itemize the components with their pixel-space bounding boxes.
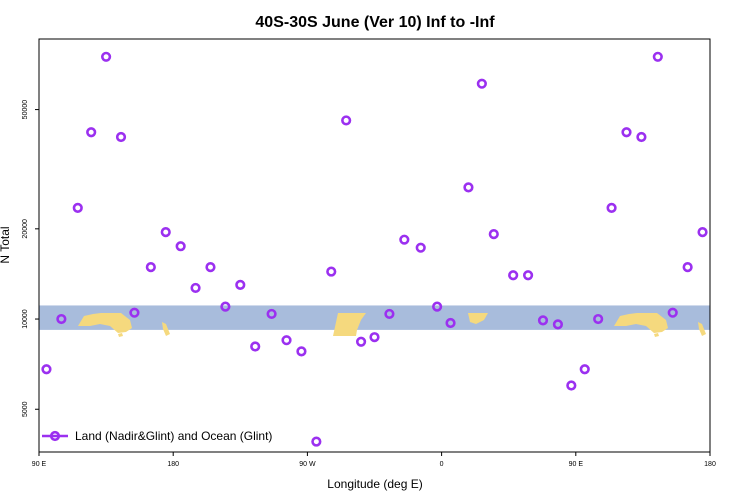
x-tick-label: 90 E <box>569 461 584 468</box>
data-point <box>566 380 577 391</box>
data-point <box>355 336 367 347</box>
y-tick-label: 10000 <box>22 309 29 329</box>
data-point <box>415 242 426 253</box>
plot-frame <box>38 38 711 453</box>
map-background-band <box>39 305 710 337</box>
data-point <box>56 313 67 325</box>
data-point <box>145 262 156 273</box>
data-point <box>160 227 171 238</box>
data-point <box>326 266 337 277</box>
data-point <box>682 262 693 273</box>
data-point <box>311 436 322 447</box>
x-tick-label: 180 <box>704 461 716 468</box>
new-zealand-land-repeat <box>698 322 706 336</box>
legend: Land (Nadir&Glint) and Ocean (Glint) <box>42 429 272 443</box>
data-point <box>129 307 140 318</box>
data-point <box>552 319 564 330</box>
x-tick-label: 180 <box>167 461 179 468</box>
data-point <box>606 202 617 213</box>
data-point <box>522 270 534 281</box>
x-tick-label: 90 E <box>32 461 47 468</box>
data-point <box>593 313 604 325</box>
tasmania-land <box>118 333 123 337</box>
data-points <box>41 51 708 447</box>
data-point <box>399 234 410 245</box>
x-axis-label: Longitude (deg E) <box>327 477 422 491</box>
tasmania-land-repeat <box>654 333 659 337</box>
australia-land <box>78 313 132 333</box>
data-point <box>537 315 549 326</box>
data-point <box>697 227 708 238</box>
data-point <box>384 308 395 320</box>
data-point <box>235 279 246 290</box>
data-point <box>508 270 519 281</box>
land-masses <box>78 313 706 337</box>
data-point <box>100 51 112 62</box>
data-point <box>296 346 307 357</box>
y-tick-label: 5000 <box>22 401 29 417</box>
data-point <box>115 131 127 143</box>
legend-marker <box>49 430 61 442</box>
data-point <box>341 115 352 126</box>
data-point <box>621 127 632 138</box>
data-point <box>190 282 201 294</box>
y-axis: 5000 10000 20000 50000 <box>22 100 39 417</box>
south-africa-land <box>468 313 488 324</box>
x-tick-label: 90 W <box>299 461 316 468</box>
data-point <box>579 364 590 375</box>
data-point <box>652 51 663 62</box>
y-tick-label: 20000 <box>22 219 29 239</box>
data-point <box>476 78 487 89</box>
data-point <box>281 335 292 346</box>
data-point <box>369 332 380 343</box>
data-point <box>250 341 261 352</box>
data-point <box>220 301 231 312</box>
australia-land-repeat <box>614 313 668 333</box>
data-point <box>488 229 499 240</box>
data-point <box>432 301 443 312</box>
data-point <box>266 308 277 320</box>
south-america-land <box>333 313 366 336</box>
data-point <box>41 364 52 375</box>
data-point <box>72 202 83 213</box>
new-zealand-land <box>162 322 170 336</box>
chart-title: 40S-30S June (Ver 10) Inf to -Inf <box>255 14 495 31</box>
data-point <box>636 131 647 143</box>
x-axis: 90 E 180 90 W 0 90 E 180 <box>32 452 716 468</box>
y-tick-label: 50000 <box>22 100 29 120</box>
data-point <box>445 317 456 329</box>
x-tick-label: 0 <box>440 461 444 468</box>
y-axis-label: N Total <box>0 226 12 263</box>
ocean-strip <box>39 305 710 330</box>
legend-label: Land (Nadir&Glint) and Ocean (Glint) <box>75 429 272 443</box>
data-point <box>86 127 97 138</box>
data-point <box>205 262 216 273</box>
data-point <box>463 182 474 193</box>
data-point <box>667 307 678 318</box>
data-point <box>175 241 186 252</box>
